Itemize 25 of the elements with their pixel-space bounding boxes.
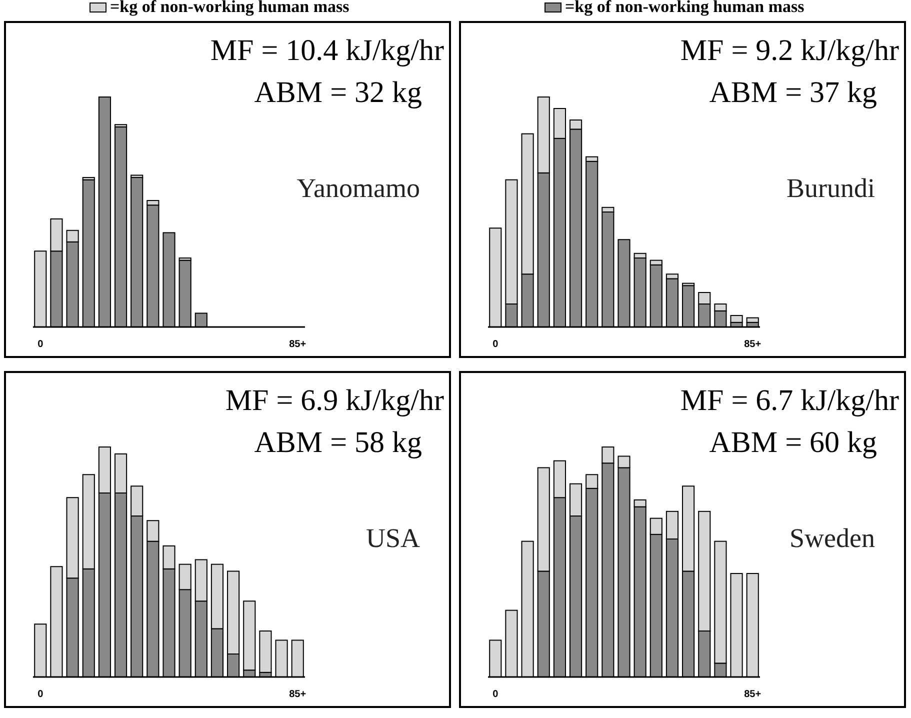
text: MF = 9.2 kJ/kg/hr [680,34,899,67]
annotation: ABM = 58 kg [254,426,422,459]
bar [746,317,759,323]
legend-label: =kg of non-working human mass [565,0,805,16]
legend-label: =kg of non-working human mass [110,0,350,16]
x-tick-label: 0 [38,339,44,350]
text: MF = 6.7 kJ/kg/hr [680,384,899,417]
x-tick-label: 0 [492,689,499,700]
bar [730,315,743,323]
text: Sweden [790,523,876,553]
x-tick-label: 85+ [744,689,762,700]
x-tick-label: 85+ [289,339,306,350]
bar [259,630,272,673]
text: Burundi [786,173,875,203]
x-tick-label: 85+ [289,689,306,700]
x-tick-label: 0 [492,339,499,350]
annotation: ABM = 60 kg [709,426,877,459]
text: MF = 6.9 kJ/kg/hr [225,384,444,417]
x-tick-label: 0 [38,689,44,700]
x-tick-label: 85+ [744,339,762,350]
text: USA [366,523,420,553]
annotation: ABM = 32 kg [254,76,422,109]
text: MF = 10.4 kJ/kg/hr [210,34,444,67]
annotation: Yanomamo [296,173,420,203]
annotation: ABM = 37 kg [709,76,877,109]
